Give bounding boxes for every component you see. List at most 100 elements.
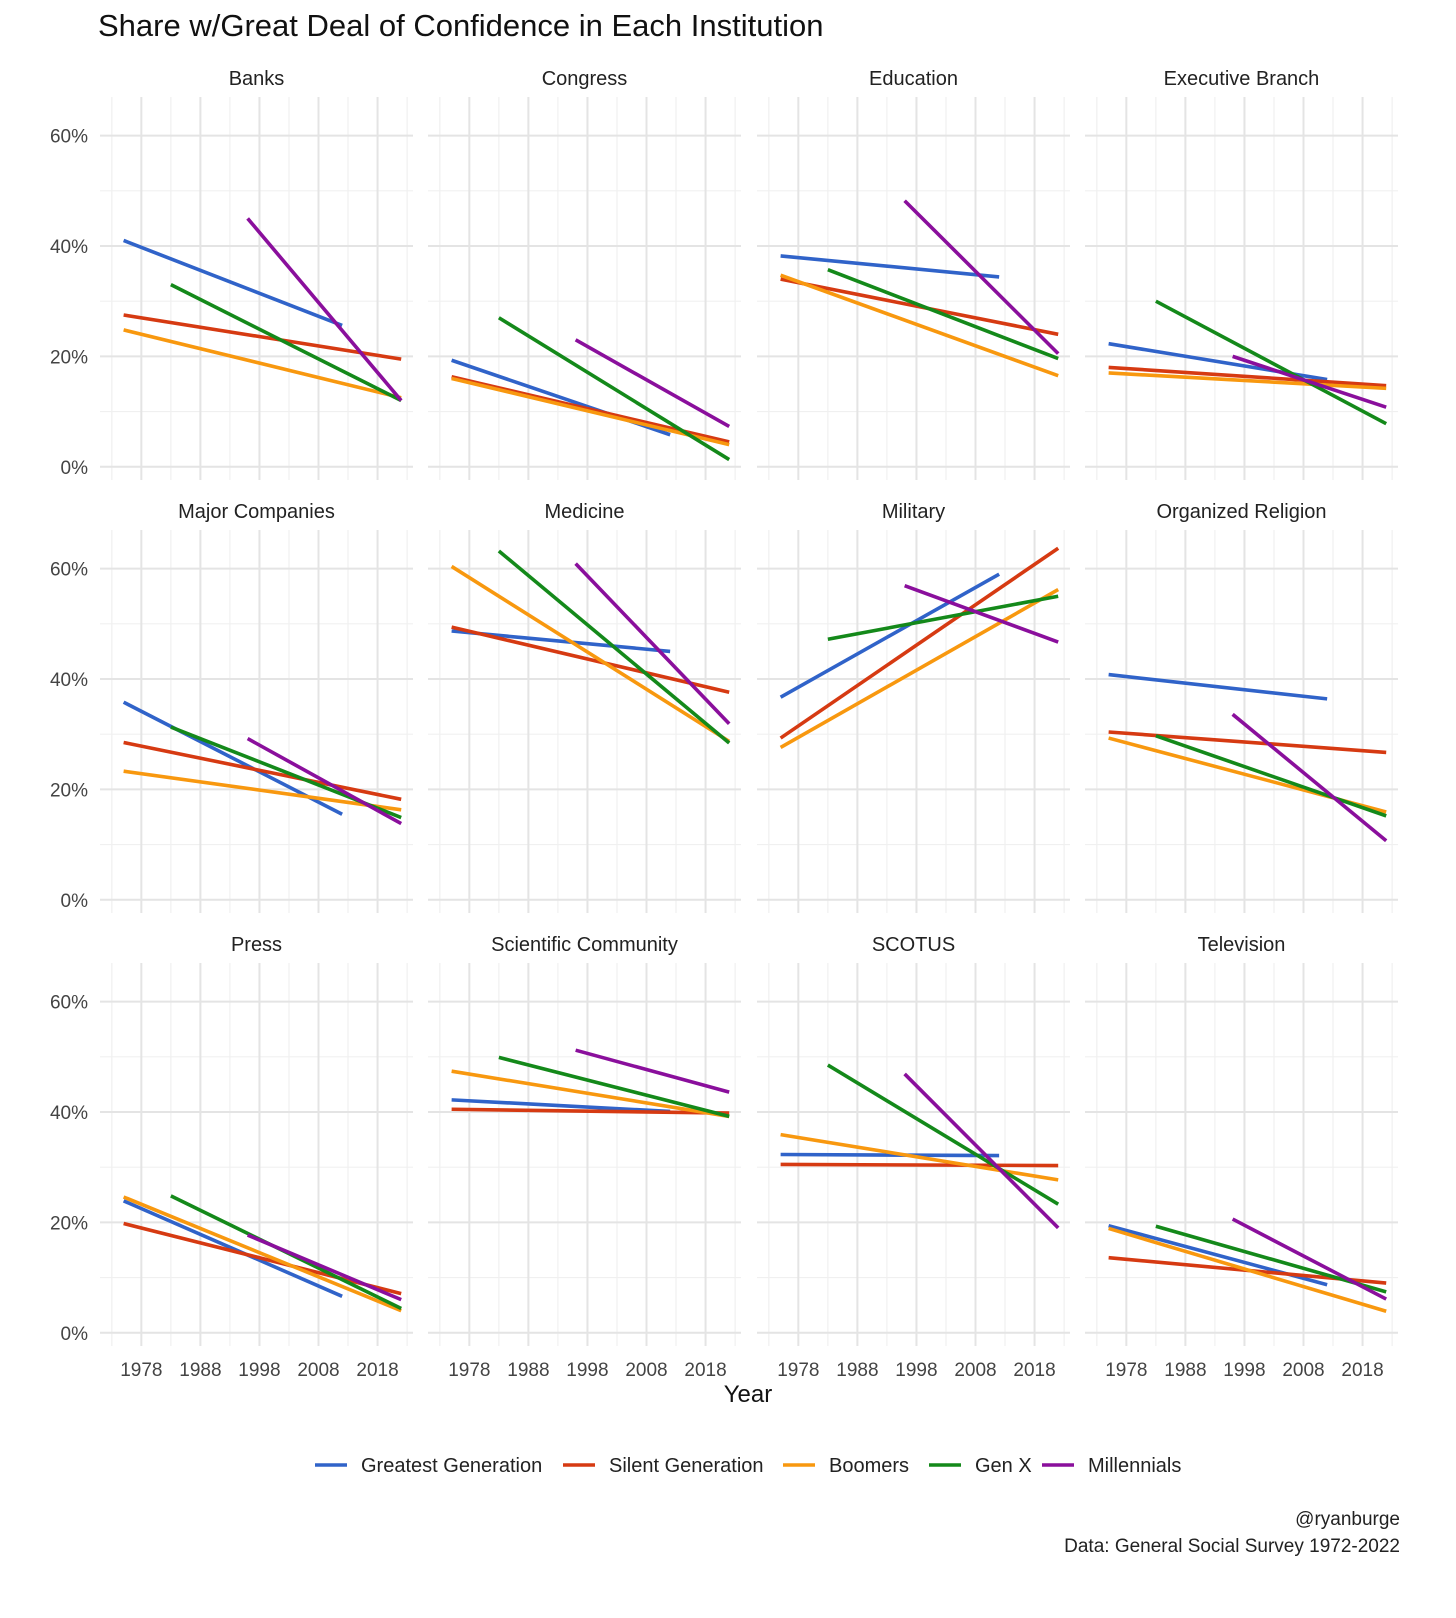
line-boomers [451,376,730,447]
y-tick-label: 40% [50,237,88,258]
y-tick-label: 40% [50,670,88,691]
x-tick-label: 1988 [179,1360,221,1381]
caption-source: Data: General Social Survey 1972-2022 [1064,1536,1400,1557]
facet-title: Banks [229,68,285,90]
panel-military: Military [757,501,1070,913]
x-tick-label: 1978 [1105,1360,1147,1381]
y-tick-label: 20% [50,780,88,801]
line-boomers [1108,1226,1387,1313]
facet-title: Executive Branch [1164,68,1320,90]
facet-title: Congress [542,68,628,90]
panel-organized-religion: Organized Religion [1085,501,1398,913]
line-boomers [450,564,731,743]
facet-title: Major Companies [178,501,335,523]
line-gen-x [497,316,731,462]
panel-scotus: SCOTUS 1978 1988 1998 2008 2018 [757,934,1070,1381]
y-tick-label: 60% [50,993,88,1014]
legend-label: Millennials [1088,1455,1181,1477]
line-boomers [780,1132,1059,1182]
x-tick-label: 1998 [238,1360,280,1381]
y-tick-label: 40% [50,1103,88,1124]
line-gen-x [827,268,1059,361]
line-boomers [780,273,1059,378]
line-greatest-generation [779,572,1001,699]
line-millennials [246,217,403,402]
y-tick-label: 20% [50,1213,88,1234]
x-tick-label: 2018 [356,1360,398,1381]
x-axis-title: Year [724,1381,773,1408]
x-tick-label: 2008 [625,1360,667,1381]
legend-item: Silent Generation [563,1455,764,1477]
line-millennials [1231,712,1388,843]
line-boomers [779,588,1060,750]
line-silent-generation [123,740,402,802]
line-silent-generation [451,625,730,695]
panel-congress: Congress [428,68,741,480]
facet-title: Television [1198,934,1286,956]
caption-handle: @ryanburge [1295,1509,1400,1530]
line-silent-generation [1108,730,1387,755]
panel-press: Press 0% 20% 40% 60% 1978 1988 1998 2008 2018 [50,934,413,1381]
line-greatest-generation [122,1199,343,1298]
chart-title: Share w/Great Deal of Confidence in Each… [98,8,823,43]
line-gen-x [170,283,402,403]
line-gen-x [826,1063,1060,1206]
x-tick-label: 1988 [507,1360,549,1381]
line-gen-x [497,549,731,745]
legend-label: Greatest Generation [361,1455,542,1477]
legend-label: Boomers [829,1455,909,1477]
line-silent-generation [780,1162,1059,1168]
x-tick-label: 1988 [836,1360,878,1381]
x-tick-label: 1978 [777,1360,819,1381]
line-boomers [122,1195,402,1313]
facet-title: Press [231,934,282,956]
line-gen-x [827,594,1059,642]
legend-item: Gen X [929,1455,1032,1477]
y-tick-label: 0% [61,891,89,912]
line-silent-generation [123,313,402,361]
panel-medicine: Medicine [428,501,741,913]
x-tick-label: 1998 [566,1360,608,1381]
x-tick-label: 2008 [297,1360,339,1381]
x-tick-label: 2018 [684,1360,726,1381]
y-tick-label: 60% [50,560,88,581]
y-tick-label: 60% [50,127,88,148]
line-millennials [246,1233,402,1302]
y-tick-label: 0% [61,1324,89,1345]
facet-title: SCOTUS [872,934,955,956]
panels: Banks 0% 20% 40% 60% Congress Education Executi… [50,68,1398,1381]
line-silent-generation [1108,365,1387,388]
facet-title: Medicine [544,501,624,523]
line-boomers [123,328,402,400]
line-millennials [1232,354,1387,409]
line-gen-x [1155,734,1387,818]
x-tick-label: 2008 [954,1360,996,1381]
x-tick-label: 2018 [1013,1360,1055,1381]
line-greatest-generation [122,238,343,328]
line-millennials [574,338,731,429]
line-gen-x [498,1055,730,1119]
panel-television: Television 1978 1988 1998 2008 2018 [1085,934,1398,1381]
legend-item: Greatest Generation [315,1455,542,1477]
line-boomers [1108,371,1387,391]
legend-item: Boomers [783,1455,909,1477]
x-tick-label: 1998 [895,1360,937,1381]
facet-title: Education [869,68,958,90]
line-boomers [451,1069,730,1119]
panel-scientific-community: Scientific Community 1978 1988 1998 2008 2018 [428,934,741,1381]
x-tick-label: 1978 [448,1360,490,1381]
x-tick-label: 1978 [120,1360,162,1381]
facet-title: Organized Religion [1156,501,1326,523]
line-millennials [903,1072,1060,1230]
line-boomers [123,769,402,812]
x-tick-label: 1998 [1223,1360,1265,1381]
line-greatest-generation [780,254,1000,279]
panel-executive-branch: Executive Branch [1085,68,1398,480]
panel-education: Education [757,68,1070,480]
facet-title: Military [882,501,945,523]
line-gen-x [1155,299,1388,426]
line-greatest-generation [1108,672,1328,701]
line-silent-generation [779,546,1060,740]
